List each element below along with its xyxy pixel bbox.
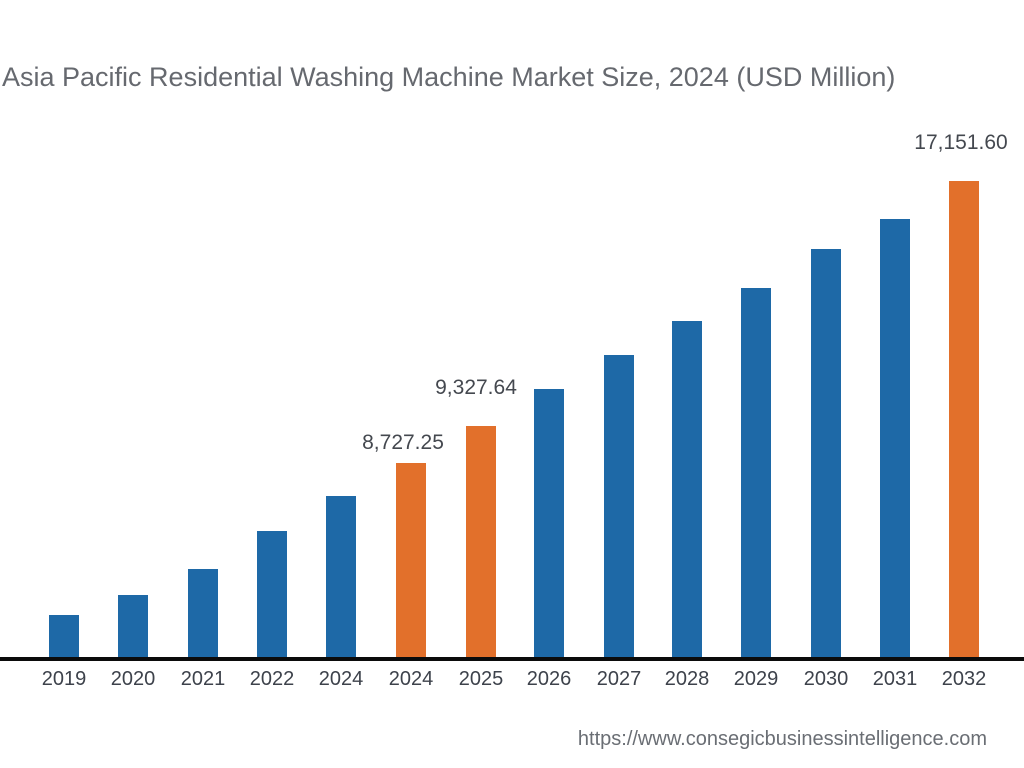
bar-2024-highlighted (396, 463, 426, 661)
x-axis-label-2019: 2019 (41, 668, 87, 690)
source-url: https://www.consegicbusinessintelligence… (577, 728, 987, 750)
data-label-2024: 8,727.25 (362, 431, 444, 454)
bar-2027 (604, 355, 634, 661)
x-axis-label-2022: 2022 (249, 668, 295, 690)
bar-2031 (880, 219, 910, 661)
bar-2032-highlighted (949, 181, 979, 661)
bar-2019 (49, 615, 79, 661)
x-axis-label-2026: 2026 (526, 668, 572, 690)
bar-2021 (188, 569, 218, 661)
bar-2025-highlighted (466, 426, 496, 661)
plot-area: 8,727.25 9,327.64 17,151.60 (49, 131, 1008, 661)
bar-2026 (534, 389, 564, 661)
x-axis-label-2030: 2030 (803, 668, 849, 690)
bar-2030 (811, 249, 841, 661)
x-axis-label-2021: 2021 (180, 668, 226, 690)
x-axis-label-2031: 2031 (872, 668, 918, 690)
x-axis-label-2024: 2024 (318, 668, 364, 690)
bar-2020 (118, 595, 148, 661)
x-axis-label-2029: 2029 (733, 668, 779, 690)
x-axis-label-2024: 2024 (388, 668, 434, 690)
x-axis-label-2028: 2028 (664, 668, 710, 690)
bar-2029 (741, 288, 771, 661)
x-axis-label-2027: 2027 (596, 668, 642, 690)
bar-2024 (326, 496, 356, 661)
chart-title: Asia Pacific Residential Washing Machine… (2, 62, 896, 92)
x-axis-line (0, 657, 1024, 661)
data-label-2032: 17,151.60 (914, 131, 1008, 154)
x-axis-label-2020: 2020 (110, 668, 156, 690)
x-axis-label-2025: 2025 (458, 668, 504, 690)
data-label-2025: 9,327.64 (435, 376, 517, 399)
x-axis-label-2032: 2032 (941, 668, 987, 690)
bar-2028 (672, 321, 702, 661)
bar-2022 (257, 531, 287, 661)
